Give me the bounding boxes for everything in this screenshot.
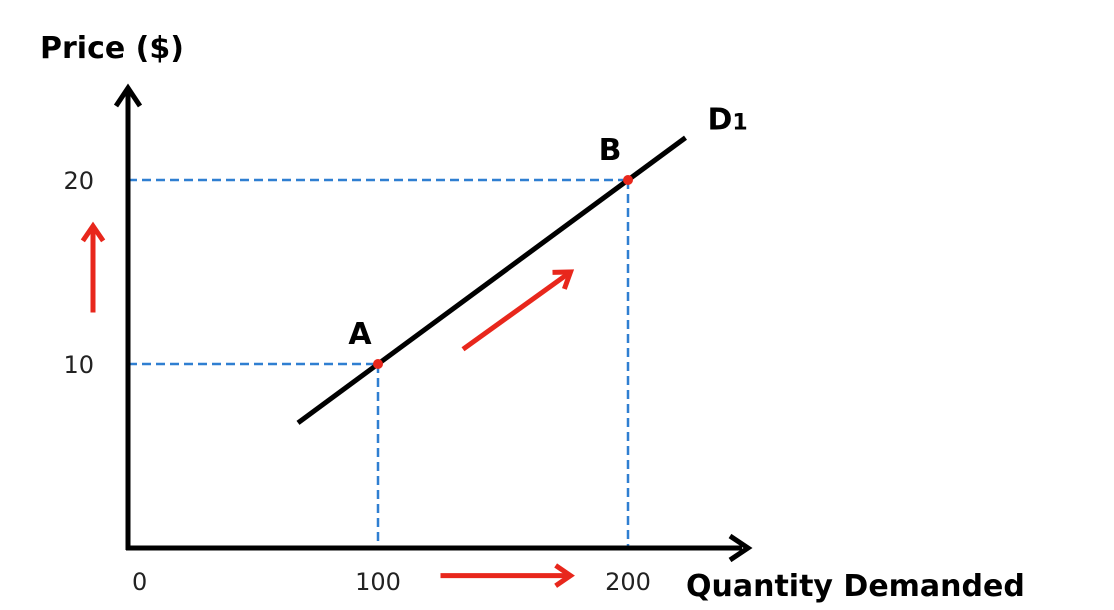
y-axis-title: Price ($) bbox=[40, 31, 184, 66]
quantity-increase-arrow bbox=[440, 563, 575, 588]
x-axis-title: Quantity Demanded bbox=[686, 569, 1025, 604]
demand-curve-label: D1 bbox=[708, 103, 748, 138]
price-increase-arrow bbox=[80, 221, 106, 313]
guide-lines bbox=[128, 178, 630, 548]
demand-curve-line bbox=[296, 135, 687, 425]
quantity-increase-arrow-head bbox=[554, 563, 575, 588]
points: AB bbox=[348, 133, 633, 369]
point-a-label: A bbox=[348, 317, 372, 352]
point-a-marker bbox=[373, 359, 383, 369]
point-b-label: B bbox=[599, 133, 622, 168]
x-axis-arrowhead bbox=[728, 533, 753, 563]
demand-curve-group: D1 bbox=[296, 103, 748, 425]
movement-along-curve-arrow-head bbox=[552, 269, 575, 290]
y-axis-arrowhead bbox=[113, 83, 143, 108]
point-b-marker bbox=[623, 175, 633, 185]
y-tick-label-10: 10 bbox=[63, 351, 94, 379]
x-tick-label-200: 200 bbox=[605, 568, 651, 596]
movement-along-curve-arrow bbox=[461, 269, 575, 352]
y-tick-label-20: 20 bbox=[63, 167, 94, 195]
axes bbox=[113, 83, 753, 563]
x-tick-label-100: 100 bbox=[355, 568, 401, 596]
price-increase-arrow-head bbox=[80, 221, 106, 243]
tick-labels: 10 20 100 200 bbox=[63, 167, 650, 596]
movement-along-curve-arrow-shaft bbox=[461, 269, 572, 352]
origin-label: 0 bbox=[132, 568, 147, 596]
movement-arrows bbox=[80, 221, 575, 588]
